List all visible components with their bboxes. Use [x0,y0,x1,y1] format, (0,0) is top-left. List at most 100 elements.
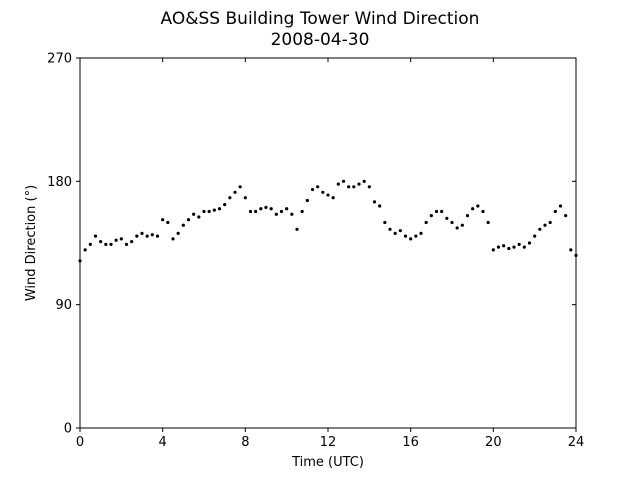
data-point [254,209,258,214]
data-point [290,212,294,216]
data-point [181,223,185,227]
data-point [424,220,428,225]
data-point [434,209,439,214]
data-point [429,213,433,218]
data-point [403,234,408,238]
data-point [564,213,568,218]
data-point [279,209,284,214]
data-point [367,185,371,189]
data-point [538,227,542,231]
data-point [161,218,165,222]
data-point [145,234,149,238]
data-point [476,204,480,208]
data-point [512,245,516,249]
data-point [393,231,397,236]
data-point [440,209,444,214]
data-point [99,240,103,244]
data-point [130,240,134,244]
data-point [119,237,123,241]
data-point [212,208,216,212]
data-point [192,212,196,216]
axis-ticks: 0 4 8 12 16 20 24 0 90 180 270 [47,52,584,451]
y-tick-label: 90 [55,298,72,313]
data-point [336,182,340,186]
data-point [450,220,454,225]
data-point [300,209,304,214]
data-point [533,234,537,238]
data-point [507,246,511,251]
data-point [238,185,242,189]
data-point [460,223,464,227]
data-point [357,182,361,186]
data-point [517,242,521,246]
data-point [388,227,392,231]
data-point [341,179,346,183]
data-point [553,209,557,214]
data-point [548,220,552,225]
data-point [409,237,413,241]
chart-subtitle: 2008-04-30 [271,30,370,50]
data-point [155,234,160,238]
x-tick-label: 8 [241,435,249,450]
data-point [166,220,170,225]
data-point [486,220,490,225]
data-point [186,218,191,222]
y-tick-label: 0 [64,422,72,437]
data-point [496,245,501,249]
data-point [321,190,325,194]
data-point [274,212,278,216]
data-point [543,223,547,227]
data-point [481,209,485,214]
data-point [197,215,201,219]
plot-frame [79,57,577,429]
data-point [522,245,526,249]
x-tick-label: 0 [76,435,84,450]
y-tick-label: 180 [47,175,72,190]
data-point [331,196,335,200]
data-point [88,242,92,246]
data-point [465,213,470,218]
data-point [269,207,273,211]
data-point [491,248,495,252]
data-point [135,234,139,238]
data-point [310,187,315,192]
x-axis-label: Time (UTC) [291,455,364,470]
data-point [104,242,108,246]
data-point [502,244,506,248]
x-tick-label: 24 [568,435,585,450]
x-tick-label: 12 [320,435,337,450]
data-point [414,234,418,238]
data-point [217,207,222,211]
data-point [223,203,227,207]
data-point [150,233,154,237]
data-point [264,205,268,209]
data-point [83,248,87,252]
data-point [176,231,180,236]
data-point [558,204,563,208]
chart-title: AO&SS Building Tower Wind Direction [161,9,480,29]
data-point [372,200,377,204]
y-axis-label: Wind Direction (°) [24,185,39,301]
data-point [228,196,232,200]
data-point [140,231,144,236]
data-point [398,229,402,233]
data-point [445,216,449,220]
data-point [233,190,237,194]
data-point [527,241,532,245]
data-point [352,185,356,189]
data-points [78,179,578,263]
data-point [419,231,423,236]
data-point [207,209,211,214]
data-point [295,227,299,231]
data-point [383,220,387,225]
data-point [362,179,366,183]
data-point [347,185,351,189]
data-point [316,185,320,189]
data-point [243,196,247,200]
data-point [248,209,253,214]
x-tick-label: 20 [485,435,502,450]
data-point [455,226,459,230]
data-point [305,198,309,203]
data-point [259,207,263,211]
